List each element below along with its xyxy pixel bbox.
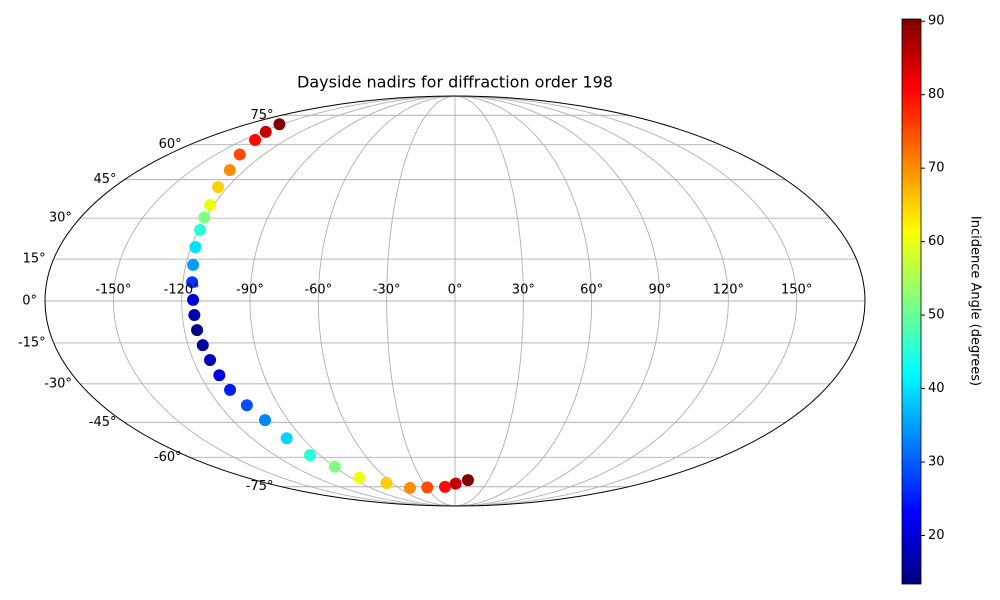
y-tick-label: -30° [44, 376, 72, 391]
data-point [233, 148, 246, 161]
data-point [224, 383, 237, 396]
x-tick-label: -120° [164, 283, 200, 298]
x-tick-label: -90° [236, 283, 264, 298]
y-tick-label: -75° [246, 479, 274, 494]
y-tick-label: 15° [23, 252, 46, 267]
colorbar-tick-label: 90 [928, 14, 945, 29]
chart-title: Dayside nadirs for diffraction order 198 [297, 73, 613, 92]
y-tick-label: 30° [49, 211, 72, 226]
data-point [212, 181, 225, 194]
y-tick-label: -60° [154, 450, 182, 465]
data-point [328, 460, 341, 473]
colorbar-tick-label: 20 [928, 528, 945, 543]
y-tick-label: 75° [250, 108, 273, 123]
data-point [240, 399, 253, 412]
data-point [223, 164, 236, 177]
colorbar-tick-label: 80 [928, 87, 945, 102]
colorbar-label: Incidence Angle (degrees) [968, 216, 983, 386]
data-point [304, 449, 317, 462]
data-point [191, 324, 204, 337]
data-point [273, 118, 286, 131]
data-point [449, 477, 462, 490]
data-point [403, 481, 416, 494]
data-point [198, 211, 211, 224]
x-tick-label: -30° [373, 283, 401, 298]
y-tick-label: 0° [22, 294, 37, 309]
data-point [187, 258, 200, 271]
x-tick-label: 90° [648, 283, 671, 298]
y-tick-label: -45° [89, 415, 117, 430]
data-point [259, 125, 272, 138]
data-point [188, 309, 201, 322]
data-point [196, 339, 209, 352]
data-point [204, 199, 217, 212]
data-point [439, 480, 452, 493]
x-tick-label: 150° [781, 283, 812, 298]
x-tick-label: 120° [713, 283, 744, 298]
colorbar-tick-label: 30 [928, 455, 945, 470]
map-boundary [44, 95, 866, 507]
data-point [380, 477, 393, 490]
x-tick-label: 30° [512, 283, 535, 298]
data-point [280, 432, 293, 445]
data-point [353, 471, 366, 484]
x-tick-label: -150° [95, 283, 131, 298]
colorbar-tick-label: 70 [928, 161, 945, 176]
data-point [421, 481, 434, 494]
data-point [187, 293, 200, 306]
x-tick-label: 60° [580, 283, 603, 298]
x-tick-label: 0° [448, 283, 463, 298]
y-tick-label: 60° [159, 137, 182, 152]
data-point [204, 354, 217, 367]
colorbar-tick-label: 60 [928, 234, 945, 249]
data-point [186, 276, 199, 289]
data-point [194, 223, 207, 236]
data-point [249, 133, 262, 146]
y-tick-label: 45° [94, 172, 117, 187]
x-tick-label: -60° [304, 283, 332, 298]
data-point [259, 414, 272, 427]
colorbar [901, 18, 922, 585]
colorbar-tick-label: 50 [928, 308, 945, 323]
data-point [461, 474, 474, 487]
y-tick-label: -15° [18, 335, 46, 350]
data-point [189, 241, 202, 254]
data-point [213, 369, 226, 382]
colorbar-tick-label: 40 [928, 381, 945, 396]
